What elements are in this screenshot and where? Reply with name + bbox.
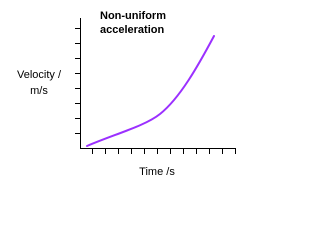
y-axis-label-line: Velocity / (17, 69, 62, 81)
x-axis-label: Time /s (139, 166, 175, 178)
velocity-time-graph: Non-uniform acceleration Velocity / m/s … (17, 10, 236, 178)
y-axis-label-line: m/s (30, 85, 48, 97)
axes (75, 18, 236, 154)
velocity-curve (86, 35, 215, 147)
title-line: Non-uniform (100, 10, 166, 22)
page: {"title_lines": ["Non-uniform", "acceler… (16, 10, 236, 178)
title-line: acceleration (100, 24, 164, 36)
